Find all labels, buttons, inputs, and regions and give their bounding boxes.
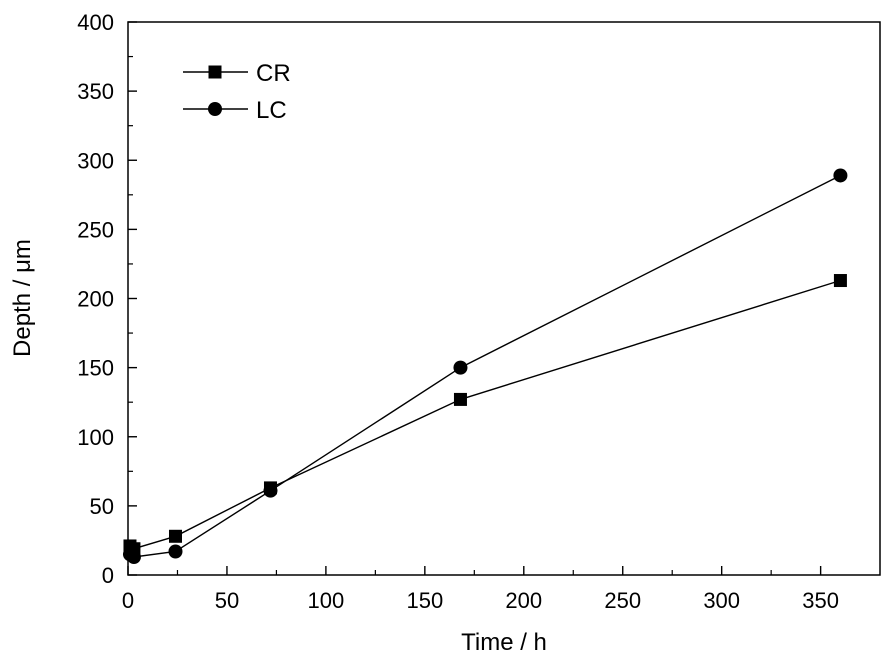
- series-lc-point: [263, 483, 278, 498]
- x-tick-label: 50: [215, 588, 239, 613]
- x-tick-label: 350: [802, 588, 839, 613]
- y-tick-label: 300: [77, 148, 114, 173]
- x-tick-label: 150: [406, 588, 443, 613]
- x-tick-label: 300: [703, 588, 740, 613]
- series-cr-point: [833, 274, 847, 288]
- y-tick-label: 250: [77, 217, 114, 242]
- x-tick-label: 250: [604, 588, 641, 613]
- legend-cr-square-marker: [208, 65, 222, 79]
- y-tick-label: 50: [90, 494, 114, 519]
- legend: CR LC: [183, 60, 291, 124]
- y-tick-label: 350: [77, 79, 114, 104]
- series-layer: [122, 168, 848, 565]
- x-axis-label: Time / h: [461, 629, 547, 656]
- plot-frame: [127, 21, 881, 576]
- series-lc-line: [129, 174, 841, 558]
- y-axis: 0 50 100 150 200 250 300 350 400: [77, 10, 137, 588]
- series-lc-point: [833, 168, 848, 183]
- series-lc-point: [168, 544, 183, 559]
- y-tick-label: 0: [102, 563, 114, 588]
- y-tick-label: 400: [77, 10, 114, 35]
- legend-cr-label: CR: [256, 60, 291, 87]
- series-lc-point: [453, 360, 468, 375]
- series-cr-point: [453, 392, 467, 406]
- series-cr-line: [129, 279, 841, 550]
- x-tick-label: 200: [505, 588, 542, 613]
- x-tick-label: 0: [122, 588, 134, 613]
- x-tick-label: 100: [308, 588, 345, 613]
- legend-lc-label: LC: [256, 97, 287, 124]
- y-axis-label: Depth / μm: [9, 239, 36, 357]
- y-tick-label: 150: [77, 356, 114, 381]
- y-tick-label: 200: [77, 287, 114, 312]
- series-lc-point: [126, 550, 141, 565]
- series-cr-point: [168, 529, 182, 543]
- y-tick-label: 100: [77, 425, 114, 450]
- x-axis: 0 50 100 150 200 250 300 350: [122, 566, 839, 613]
- legend-lc-circle-marker: [208, 102, 222, 116]
